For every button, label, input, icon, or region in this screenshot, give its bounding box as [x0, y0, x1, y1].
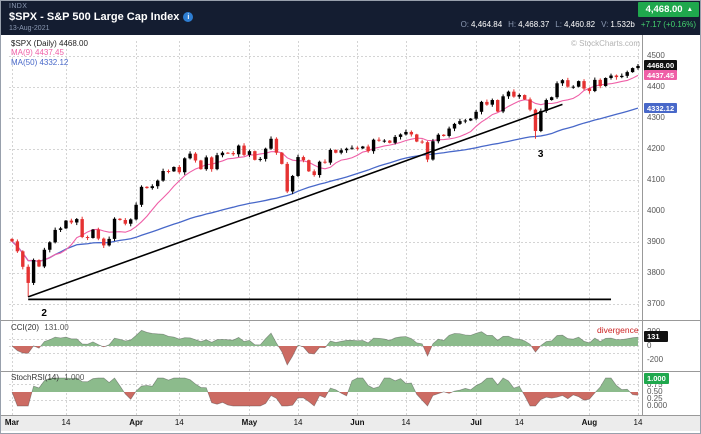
- x-axis-tick: Aug: [581, 418, 598, 427]
- open-value: 4,464.84: [471, 20, 503, 29]
- volume-label: V:: [601, 20, 609, 29]
- x-axis-tick: 14: [174, 418, 184, 427]
- price-axis-label: 4500: [647, 51, 665, 60]
- x-axis-tick: 14: [401, 418, 411, 427]
- price-axis-label: 3800: [647, 268, 665, 277]
- high-label: H:: [508, 20, 517, 29]
- x-axis-tick: 14: [293, 418, 303, 427]
- x-axis-tick: Jun: [350, 418, 365, 427]
- x-axis-tick: Jul: [470, 418, 482, 427]
- price-axis-label: 4100: [647, 175, 665, 184]
- cci-axis-label: 0: [647, 341, 652, 350]
- stochrsi-value-box: 1.000: [644, 373, 669, 384]
- series-legend: $SPX (Daily) 4468.00: [11, 39, 88, 48]
- x-axis-tick: 14: [61, 418, 71, 427]
- high-value: 4,468.37: [518, 20, 550, 29]
- watermark: © StockCharts.com: [571, 39, 641, 48]
- cci-value: 131.00: [44, 323, 69, 332]
- header-left: INDX $SPX - S&P 500 Large Cap Index i 13…: [9, 3, 194, 32]
- price-axis-label: 4300: [647, 113, 665, 122]
- quote-ohlc-row: O: 4,464.84 H: 4,468.37 L: 4,460.82 V: 1…: [461, 20, 696, 29]
- price-axis-label: 4000: [647, 206, 665, 215]
- x-axis-tick: Apr: [129, 418, 143, 427]
- ma50-legend: MA(50) 4332.12: [11, 57, 69, 67]
- cci-legend: CCI(20) 131.00: [11, 323, 69, 332]
- price-box: 4332.12: [644, 102, 678, 114]
- info-icon[interactable]: i: [183, 12, 194, 22]
- low-label: L:: [555, 20, 562, 29]
- symbol-title: $SPX - S&P 500 Large Cap Index: [9, 11, 180, 23]
- price-box: 4468.00: [644, 60, 678, 71]
- chart-date: 13-Aug-2021: [9, 25, 50, 32]
- stochrsi-name: StochRSI(14): [11, 373, 60, 382]
- open-label: O:: [460, 20, 470, 29]
- x-axis-tick: May: [241, 418, 258, 427]
- price-axis-label: 4200: [647, 144, 665, 153]
- up-arrow-icon: ▲: [686, 6, 693, 13]
- price-axis-label: 4400: [647, 82, 665, 91]
- change-value: +7.17 (+0.16%): [640, 20, 696, 29]
- ma9-legend: MA(9) 4437.45: [11, 48, 64, 58]
- volume-value: 1.532b: [610, 20, 635, 29]
- stochrsi-legend: StochRSI(14) 1.000: [11, 373, 84, 382]
- stochrsi-axis-label: 0.50: [647, 387, 663, 396]
- low-value: 4,460.82: [563, 20, 596, 29]
- stochrsi-axis-label: 0.25: [647, 394, 663, 403]
- cci-axis-label: -200: [647, 355, 664, 365]
- last-price: 4,468.00: [645, 4, 683, 15]
- chart-area: $SPX (Daily) 4468.00 MA(9) 4437.45 MA(50…: [1, 35, 700, 433]
- x-axis-tick: 14: [633, 418, 643, 427]
- x-axis-tick: 14: [514, 418, 524, 427]
- divergence-annotation: divergence: [597, 325, 639, 335]
- chart-header: INDX $SPX - S&P 500 Large Cap Index i 13…: [1, 1, 700, 35]
- price-axis-label: 3700: [647, 299, 665, 308]
- cci-value-box: 131: [644, 331, 668, 342]
- exchange-label: INDX: [9, 3, 28, 10]
- chart-annotation: 2: [41, 307, 47, 319]
- chart-annotation: 3: [537, 148, 544, 160]
- stochrsi-axis-label: 0.000: [647, 401, 668, 410]
- chart-canvas: [1, 35, 700, 433]
- x-axis-tick: Mar: [4, 418, 20, 427]
- price-box: 4437.45: [644, 69, 678, 81]
- price-axis-label: 3900: [647, 237, 665, 246]
- x-axis-band: Mar 14 Apr 14 May 14 Jun 14 Jul 14 Aug 14: [1, 415, 700, 431]
- stochrsi-value: 1.000: [64, 373, 85, 382]
- cci-name: CCI(20): [11, 323, 40, 332]
- stochrsi-axis-label: 0.75: [647, 380, 663, 389]
- last-price-badge: 4,468.00 ▲: [637, 2, 699, 17]
- main-legend: $SPX (Daily) 4468.00 MA(9) 4437.45 MA(50…: [11, 39, 88, 67]
